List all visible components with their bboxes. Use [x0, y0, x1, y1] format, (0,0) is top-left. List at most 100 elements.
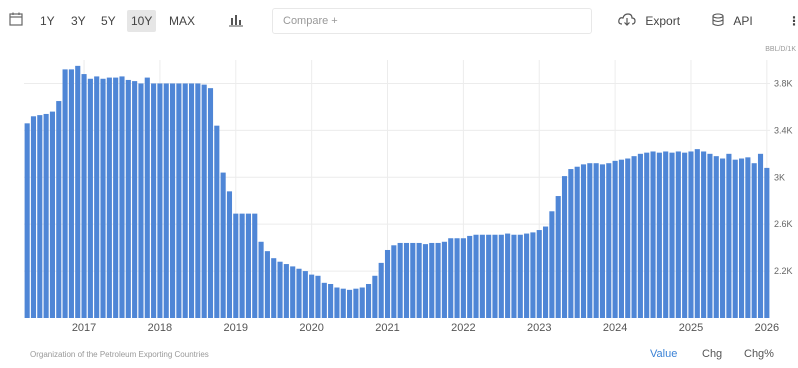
bar[interactable] [713, 156, 719, 318]
bar[interactable] [347, 289, 353, 318]
bar[interactable] [492, 234, 498, 318]
bar[interactable] [403, 242, 410, 318]
bar[interactable] [448, 238, 454, 318]
bar[interactable] [321, 282, 327, 318]
bar[interactable] [625, 158, 631, 318]
bar[interactable] [132, 81, 138, 318]
range-3y-button[interactable]: 3Y [71, 14, 86, 28]
export-button[interactable]: Export [618, 10, 680, 32]
bar[interactable] [315, 275, 321, 318]
more-icon[interactable]: ⋮ [788, 14, 798, 28]
bar[interactable] [119, 76, 125, 318]
compare-input-box[interactable] [272, 8, 593, 34]
bar[interactable] [151, 83, 157, 318]
bar[interactable] [37, 115, 43, 319]
bar[interactable] [543, 226, 549, 318]
bar[interactable] [94, 76, 100, 318]
bar[interactable] [378, 262, 384, 318]
chg-tab[interactable]: Chg [702, 348, 723, 360]
range-10y-button[interactable]: 10Y [127, 10, 157, 32]
bar[interactable] [416, 242, 422, 318]
bar[interactable] [530, 232, 536, 318]
bar[interactable] [568, 169, 574, 318]
bar[interactable] [100, 78, 106, 318]
bar[interactable] [207, 88, 214, 319]
bar[interactable] [113, 77, 119, 318]
bar[interactable] [170, 83, 176, 318]
bar[interactable] [245, 213, 251, 318]
bar[interactable] [258, 241, 264, 318]
bar[interactable] [226, 191, 233, 318]
bar[interactable] [309, 274, 315, 318]
bar[interactable] [694, 149, 700, 318]
calendar-icon[interactable] [8, 11, 24, 33]
bar[interactable] [745, 157, 751, 318]
bar[interactable] [467, 235, 473, 318]
bar[interactable] [675, 151, 681, 318]
bar[interactable] [264, 251, 270, 318]
bar[interactable] [593, 163, 599, 318]
bar[interactable] [720, 158, 726, 318]
bar[interactable] [631, 156, 637, 318]
bar[interactable] [233, 213, 239, 318]
bar[interactable] [68, 69, 74, 318]
bar[interactable] [271, 258, 277, 318]
bar[interactable] [24, 123, 30, 318]
bar[interactable] [302, 271, 308, 318]
bar[interactable] [252, 213, 258, 318]
bar[interactable] [561, 176, 568, 318]
bar[interactable] [732, 159, 738, 318]
bar[interactable] [372, 275, 378, 318]
bar[interactable] [43, 113, 49, 318]
bar[interactable] [587, 163, 593, 318]
bar[interactable] [473, 234, 479, 318]
bar[interactable] [328, 283, 334, 318]
bar[interactable] [454, 238, 460, 318]
bar[interactable] [738, 158, 745, 318]
api-button[interactable]: API [712, 10, 753, 32]
bar[interactable] [56, 101, 62, 318]
bar[interactable] [296, 268, 302, 318]
bar[interactable] [498, 234, 504, 318]
bar[interactable] [656, 152, 662, 318]
range-1y-button[interactable]: 1Y [40, 14, 55, 28]
bar[interactable] [644, 152, 650, 318]
bar[interactable] [517, 234, 523, 318]
bar[interactable] [62, 69, 68, 318]
bar[interactable] [384, 249, 391, 318]
bar[interactable] [441, 241, 447, 318]
range-max-button[interactable]: MAX [169, 14, 196, 28]
bar[interactable] [340, 288, 346, 318]
bar[interactable] [290, 266, 296, 318]
bar[interactable] [637, 153, 643, 318]
bar[interactable] [486, 234, 492, 318]
bar[interactable] [195, 83, 201, 318]
bar[interactable] [157, 83, 163, 318]
bar[interactable] [201, 84, 207, 318]
chart-type-icon[interactable] [228, 12, 244, 34]
bar[interactable] [182, 83, 188, 318]
chg-pct-tab[interactable]: Chg% [744, 348, 774, 360]
bar[interactable] [220, 172, 226, 318]
bar[interactable] [365, 283, 372, 318]
bar[interactable] [125, 79, 131, 318]
bar[interactable] [688, 151, 694, 318]
bar[interactable] [612, 160, 618, 318]
bar[interactable] [555, 196, 561, 318]
bar[interactable] [81, 74, 87, 318]
bar[interactable] [277, 261, 283, 318]
bar[interactable] [682, 152, 688, 318]
bar[interactable] [359, 287, 365, 318]
bar[interactable] [422, 244, 429, 318]
bar[interactable] [460, 238, 466, 318]
bar[interactable] [701, 151, 707, 318]
bar[interactable] [511, 234, 517, 318]
bar[interactable] [239, 213, 245, 318]
bar[interactable] [214, 125, 220, 318]
bar[interactable] [30, 116, 37, 318]
bar[interactable] [669, 152, 675, 318]
bar[interactable] [429, 242, 435, 318]
bar[interactable] [479, 234, 485, 318]
bar[interactable] [188, 83, 195, 318]
compare-input[interactable] [273, 9, 593, 33]
